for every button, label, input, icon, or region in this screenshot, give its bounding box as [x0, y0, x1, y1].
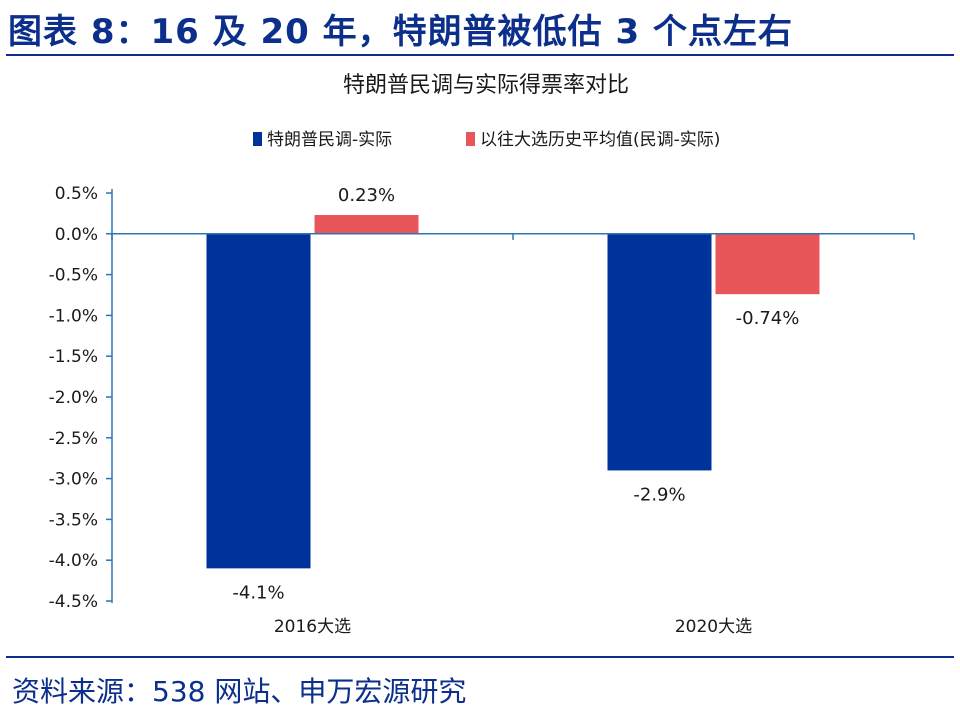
x-tick-label: 2016大选 — [274, 617, 351, 637]
bar-2-1 — [314, 215, 419, 234]
bar-2-2 — [715, 233, 820, 295]
y-axis: 0.5% 0.0% -0.5% -1.0% -1.5% -2.0% -2.5% -3.0% -3… — [49, 184, 113, 612]
chart-title: 特朗普民调与实际得票率对比 — [343, 73, 629, 98]
y-tick-label: -3.5% — [49, 510, 98, 530]
data-labels: -4.1% 0.23% -2.9% -0.74% — [232, 185, 799, 603]
y-tick-label: -3.0% — [49, 470, 98, 490]
data-label: -2.9% — [633, 484, 685, 505]
figure-title: 图表 8：16 及 20 年，特朗普被低估 3 个点左右 — [8, 12, 793, 52]
legend-label-1: 特朗普民调-实际 — [267, 130, 392, 150]
bar-chart: 特朗普民调与实际得票率对比 特朗普民调-实际 以往大选历史平均值(民调-实际) 0… — [49, 73, 915, 637]
y-tick-label: -1.0% — [49, 306, 98, 326]
title-divider — [6, 54, 954, 56]
bars — [206, 215, 820, 569]
y-tick-label: -2.0% — [49, 388, 98, 408]
bar-1-1 — [206, 233, 311, 569]
data-label: 0.23% — [338, 185, 395, 206]
y-tick-label: 0.0% — [55, 225, 98, 245]
bar-1-2 — [607, 233, 712, 471]
y-tick-label: -4.5% — [49, 592, 98, 612]
data-label: -0.74% — [736, 308, 800, 329]
legend-swatch-1 — [253, 132, 262, 146]
y-tick-label: -1.5% — [49, 347, 98, 367]
y-tick-label: 0.5% — [55, 184, 98, 204]
source-note: 资料来源：538 网站、申万宏源研究 — [12, 675, 467, 708]
x-tick-label: 2020大选 — [675, 617, 752, 637]
y-tick-label: -0.5% — [49, 266, 98, 286]
legend-swatch-2 — [466, 132, 475, 146]
legend-label-2: 以往大选历史平均值(民调-实际) — [480, 130, 720, 150]
legend: 特朗普民调-实际 以往大选历史平均值(民调-实际) — [253, 130, 720, 150]
x-axis: 2016大选 2020大选 — [111, 233, 915, 637]
y-tick-label: -2.5% — [49, 429, 98, 449]
source-divider — [6, 656, 954, 658]
data-label: -4.1% — [232, 582, 284, 603]
y-tick-label: -4.0% — [49, 551, 98, 571]
